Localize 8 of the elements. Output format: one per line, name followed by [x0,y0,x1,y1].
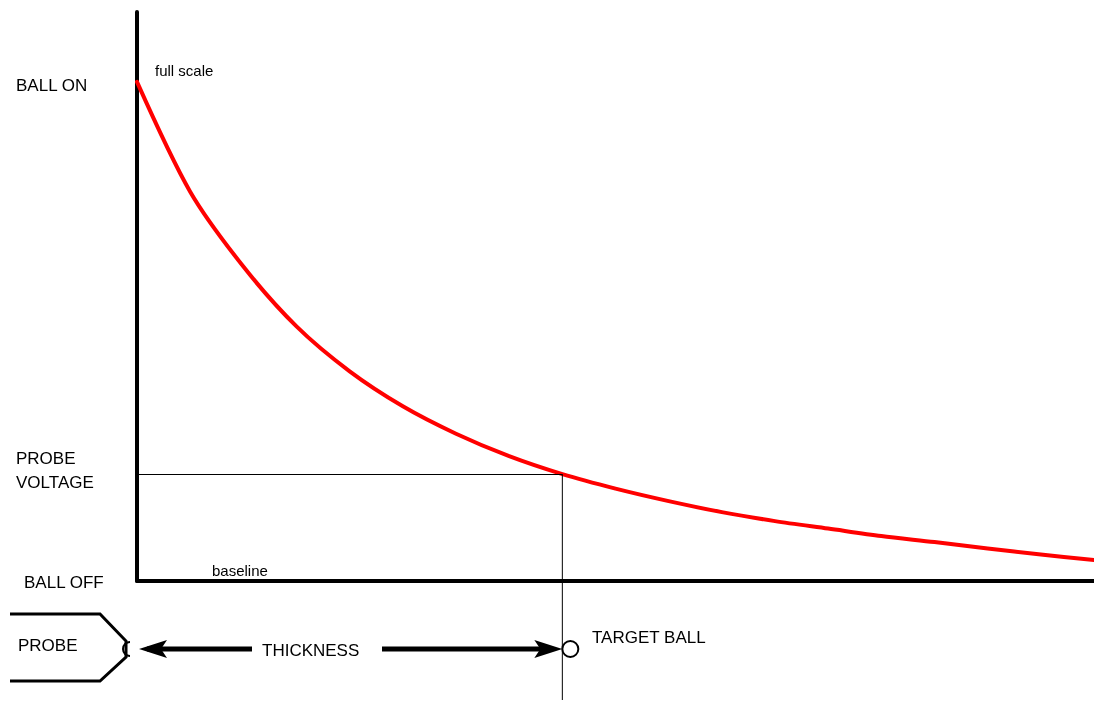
text: PROBE VOLTAGE [16,448,94,492]
text: THICKNESS [262,640,360,660]
text: TARGET BALL [592,627,706,647]
text: BALL OFF [24,572,104,592]
text: full scale [155,61,214,79]
text: BALL ON [16,75,88,95]
annotation: baseline [212,561,268,579]
text: PROBE [18,635,78,655]
